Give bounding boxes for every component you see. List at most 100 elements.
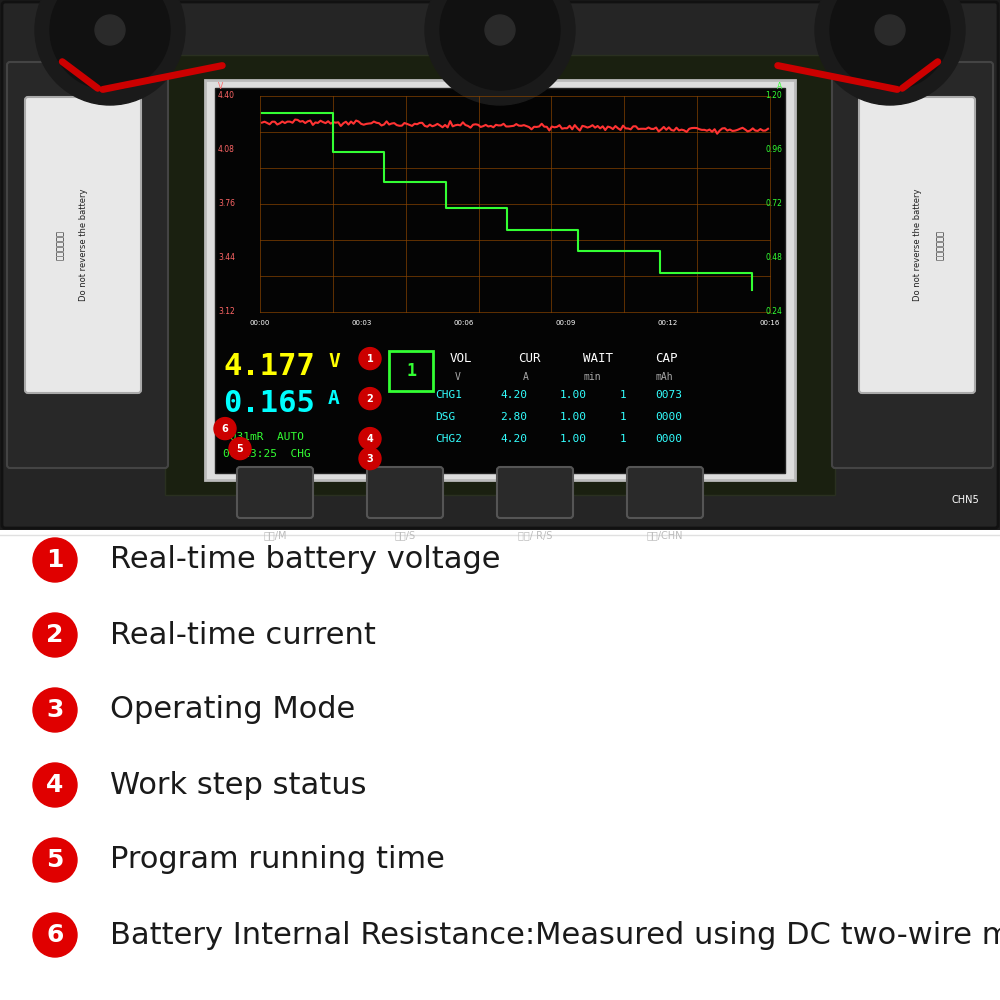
Text: 00:16: 00:16 <box>760 320 780 326</box>
Circle shape <box>830 0 950 90</box>
FancyBboxPatch shape <box>237 467 313 518</box>
Circle shape <box>440 0 560 90</box>
Text: 1.00: 1.00 <box>560 390 587 400</box>
Circle shape <box>359 428 381 450</box>
Circle shape <box>875 15 905 45</box>
Text: 5: 5 <box>237 444 243 454</box>
Text: min: min <box>583 372 601 382</box>
Text: Do not reverse the battery: Do not reverse the battery <box>912 189 922 301</box>
Text: 00:13:25  CHG: 00:13:25 CHG <box>223 449 311 459</box>
Text: CUR: CUR <box>518 352 540 365</box>
Text: V: V <box>328 352 340 371</box>
Text: Real-time current: Real-time current <box>110 620 376 650</box>
Text: 2: 2 <box>46 623 64 647</box>
Text: CAP: CAP <box>655 352 678 365</box>
Text: V: V <box>218 82 223 91</box>
Text: 禁止反接电池: 禁止反接电池 <box>936 230 944 260</box>
Text: DSG: DSG <box>435 412 455 422</box>
Circle shape <box>33 538 77 582</box>
Text: 0.165: 0.165 <box>223 389 315 418</box>
Text: 3.76: 3.76 <box>218 199 235 208</box>
Text: 2: 2 <box>367 394 373 404</box>
Text: 00:12: 00:12 <box>658 320 678 326</box>
Text: 3.44: 3.44 <box>218 253 235 262</box>
Circle shape <box>35 0 185 105</box>
FancyBboxPatch shape <box>367 467 443 518</box>
FancyBboxPatch shape <box>832 62 993 468</box>
Circle shape <box>50 0 170 90</box>
Text: 0000: 0000 <box>655 434 682 444</box>
FancyBboxPatch shape <box>25 97 141 393</box>
Text: A: A <box>777 82 782 91</box>
Text: 3: 3 <box>46 698 64 722</box>
Text: Program running time: Program running time <box>110 846 445 874</box>
Text: CHN5: CHN5 <box>951 495 979 505</box>
Text: 3: 3 <box>367 454 373 464</box>
Text: 1: 1 <box>620 434 627 444</box>
Text: 5: 5 <box>46 848 64 872</box>
Text: CHG1: CHG1 <box>435 390 462 400</box>
Text: 00:09: 00:09 <box>556 320 576 326</box>
Text: 00:03: 00:03 <box>352 320 372 326</box>
Text: 1.00: 1.00 <box>560 434 587 444</box>
Text: 00:00: 00:00 <box>250 320 270 326</box>
Circle shape <box>359 388 381 410</box>
Circle shape <box>359 448 381 470</box>
Text: 0.48: 0.48 <box>765 253 782 262</box>
Text: 调整/S: 调整/S <box>394 530 416 540</box>
Circle shape <box>815 0 965 105</box>
Text: CHG2: CHG2 <box>435 434 462 444</box>
Circle shape <box>229 438 251 460</box>
Circle shape <box>33 838 77 882</box>
Text: mAh: mAh <box>655 372 673 382</box>
Text: VOL: VOL <box>450 352 473 365</box>
Text: 0073: 0073 <box>655 390 682 400</box>
FancyBboxPatch shape <box>7 62 168 468</box>
Circle shape <box>33 913 77 957</box>
Circle shape <box>33 763 77 807</box>
Text: 3.12: 3.12 <box>218 307 235 316</box>
Text: 4.177: 4.177 <box>223 352 315 381</box>
Text: Operating Mode: Operating Mode <box>110 696 355 724</box>
Text: Battery Internal Resistance:Measured using DC two-wire method: Battery Internal Resistance:Measured usi… <box>110 920 1000 950</box>
Text: 菜单/M: 菜单/M <box>263 530 287 540</box>
Text: 00:06: 00:06 <box>454 320 474 326</box>
Text: Real-time battery voltage: Real-time battery voltage <box>110 546 501 574</box>
Text: 1: 1 <box>620 412 627 422</box>
FancyBboxPatch shape <box>497 467 573 518</box>
Text: 6: 6 <box>222 424 228 434</box>
Text: 1.20: 1.20 <box>765 92 782 101</box>
Circle shape <box>33 613 77 657</box>
Text: 2.80: 2.80 <box>500 412 527 422</box>
Circle shape <box>95 15 125 45</box>
Text: 0000: 0000 <box>655 412 682 422</box>
Circle shape <box>33 688 77 732</box>
Text: 禁止反接电池: 禁止反接电池 <box>56 230 64 260</box>
Text: 1: 1 <box>620 390 627 400</box>
Text: WAIT: WAIT <box>583 352 613 365</box>
Circle shape <box>359 348 381 370</box>
Text: 4.20: 4.20 <box>500 390 527 400</box>
Text: 0.96: 0.96 <box>765 145 782 154</box>
Text: 4.40: 4.40 <box>218 92 235 101</box>
Text: 通道/CHN: 通道/CHN <box>647 530 683 540</box>
Text: 启停/ R/S: 启停/ R/S <box>518 530 552 540</box>
Text: 4.20: 4.20 <box>500 434 527 444</box>
Text: 4: 4 <box>46 773 64 797</box>
Text: 4: 4 <box>367 434 373 444</box>
FancyBboxPatch shape <box>0 0 1000 530</box>
FancyBboxPatch shape <box>165 55 835 495</box>
Circle shape <box>485 15 515 45</box>
Text: 0.72: 0.72 <box>765 199 782 208</box>
Text: V: V <box>455 372 461 382</box>
Text: 6: 6 <box>46 923 64 947</box>
FancyBboxPatch shape <box>2 2 998 528</box>
FancyBboxPatch shape <box>215 88 785 473</box>
Text: Do not reverse the battery: Do not reverse the battery <box>78 189 88 301</box>
Text: 4.08: 4.08 <box>218 145 235 154</box>
Text: 1: 1 <box>406 362 416 380</box>
FancyBboxPatch shape <box>859 97 975 393</box>
FancyBboxPatch shape <box>205 80 795 480</box>
Text: 1.00: 1.00 <box>560 412 587 422</box>
Text: Work step status: Work step status <box>110 770 366 800</box>
